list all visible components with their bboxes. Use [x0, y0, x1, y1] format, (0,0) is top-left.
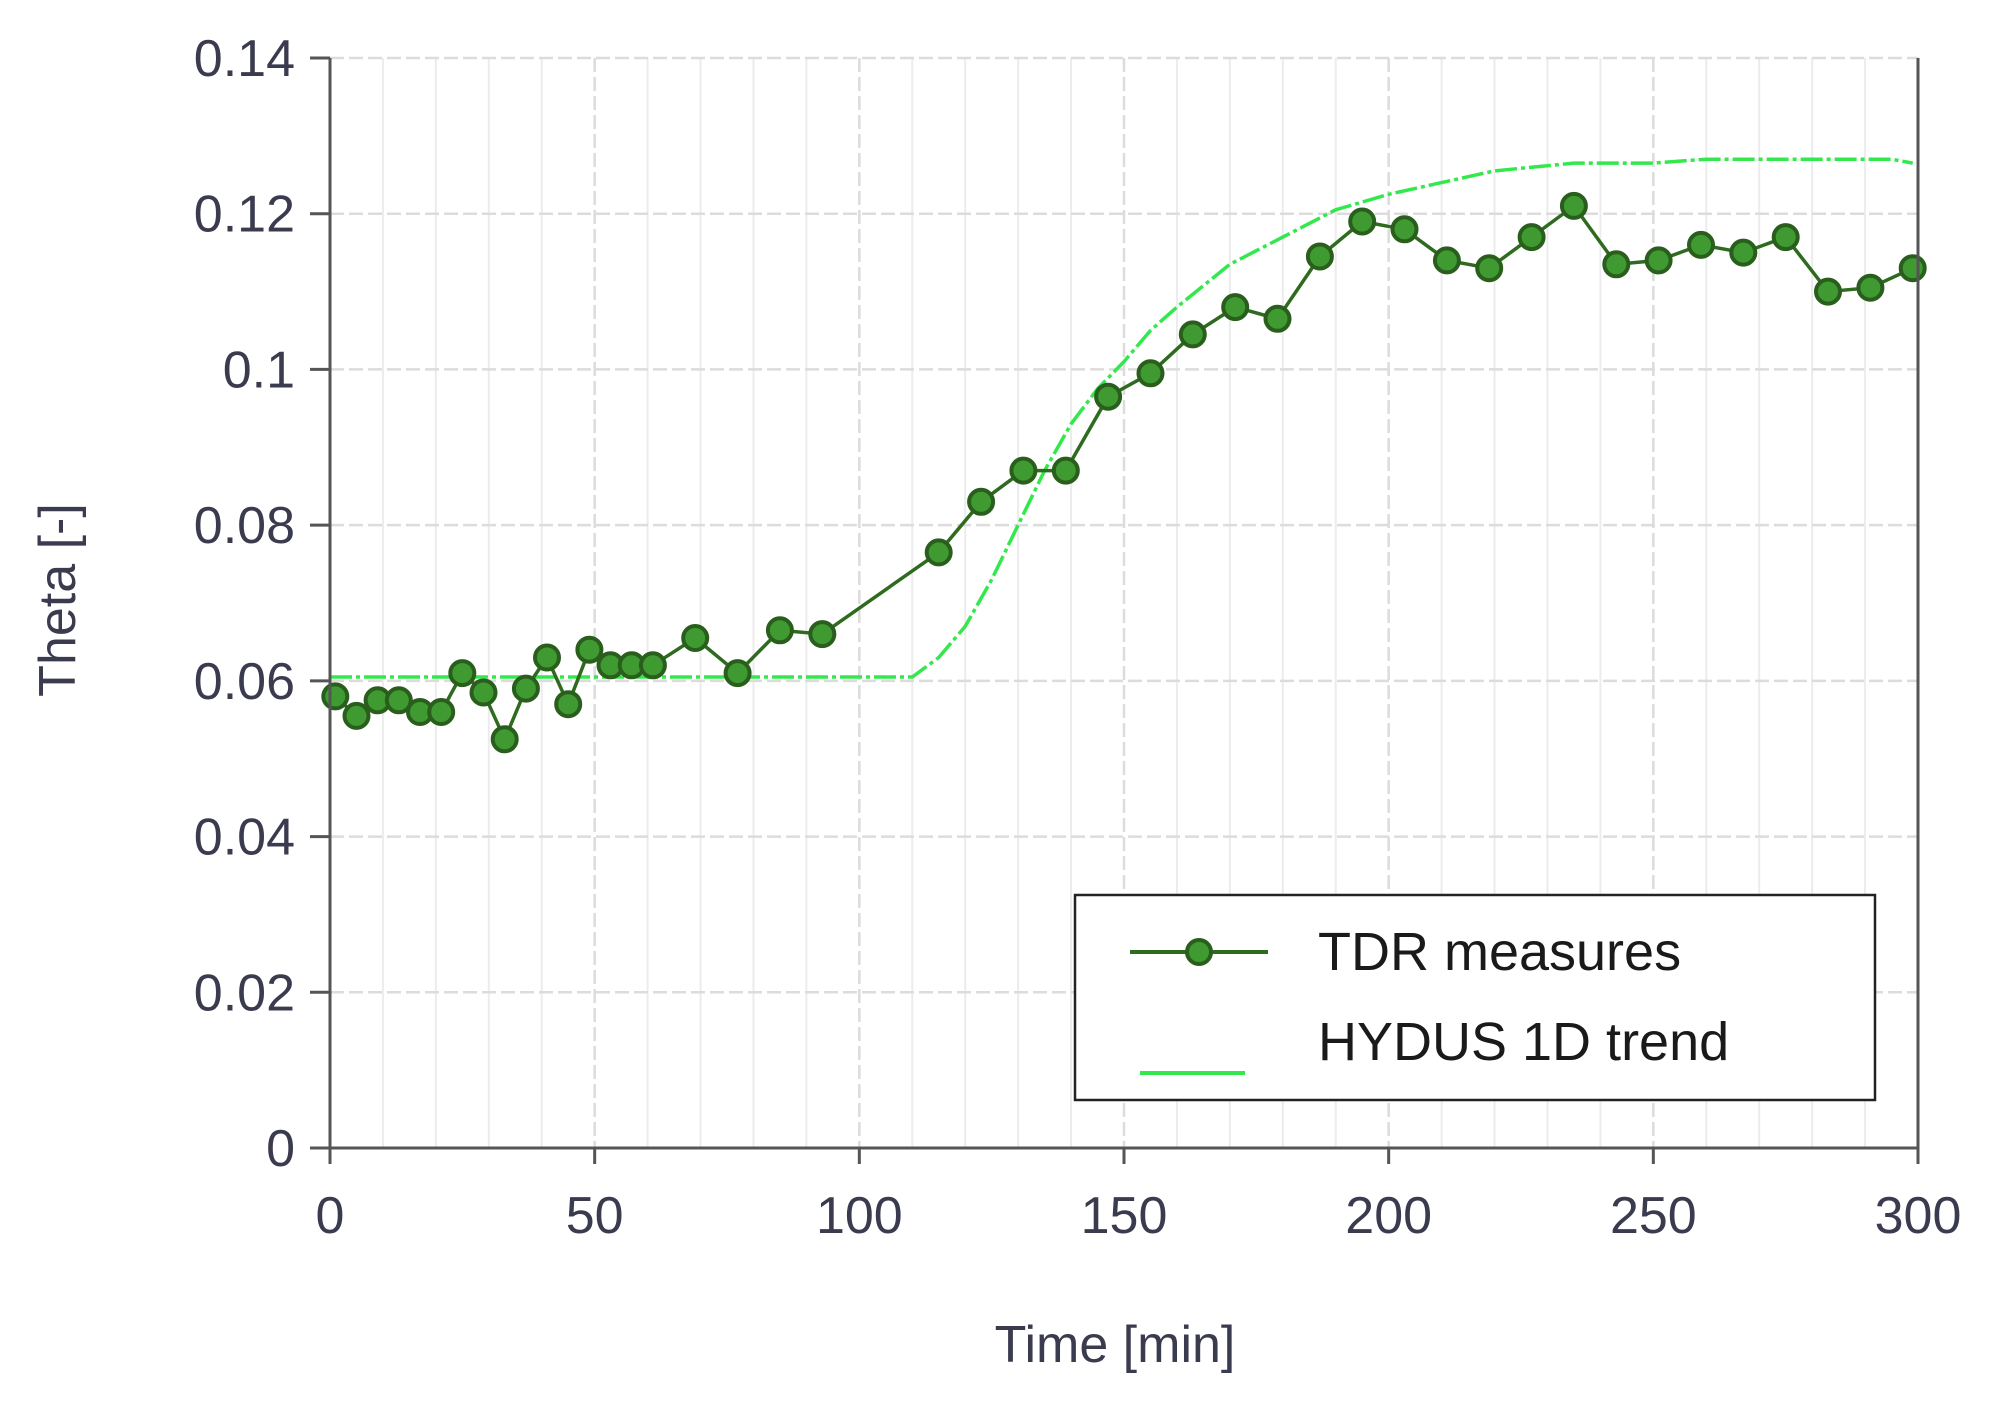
y-tick-label: 0.02: [194, 964, 295, 1022]
data-point-tdr: [342, 701, 371, 730]
data-point-tdr: [321, 682, 350, 711]
x-tick-label: 200: [1345, 1187, 1432, 1245]
data-point-tdr: [1517, 223, 1546, 252]
legend-label-tdr: TDR measures: [1318, 922, 1681, 982]
data-point-tdr: [681, 624, 710, 652]
data-point-tdr: [1644, 246, 1673, 275]
x-tick-label: 300: [1875, 1187, 1962, 1245]
x-tick-label: 250: [1610, 1187, 1697, 1245]
data-point-tdr: [765, 616, 794, 645]
x-tick-label: 100: [816, 1187, 903, 1245]
data-point-tdr: [723, 659, 752, 688]
data-point-tdr: [1559, 191, 1588, 220]
y-tick-label: 0.14: [194, 30, 295, 88]
x-tick-label: 50: [566, 1187, 624, 1245]
data-point-tdr: [1432, 246, 1461, 275]
y-tick-label: 0.06: [194, 653, 295, 711]
data-point-tdr: [924, 538, 953, 567]
data-point-tdr: [469, 678, 498, 707]
data-point-tdr: [1390, 215, 1419, 244]
data-point-tdr: [1263, 304, 1292, 333]
data-point-tdr: [384, 686, 413, 715]
data-point-tdr: [533, 643, 561, 672]
data-point-tdr: [554, 690, 583, 719]
axes: [310, 56, 1920, 1164]
data-point-tdr: [1687, 230, 1715, 259]
tick-labels: 0 0.02 0.04 0.06 0.08 0.1 0.12 0.14 0 50 100 150 200…: [194, 30, 1962, 1245]
y-tick-label: 0: [266, 1120, 295, 1178]
x-tick-label: 150: [1081, 1187, 1168, 1245]
data-point-tdr: [1305, 242, 1334, 271]
data-point-tdr: [808, 620, 837, 649]
data-point-tdr: [1136, 359, 1165, 388]
data-point-tdr: [1178, 320, 1207, 349]
data-point-tdr: [448, 659, 477, 688]
data-point-tdr: [490, 725, 519, 754]
legend-swatch-tdr-marker: [1185, 938, 1213, 966]
data-point-tdr: [427, 698, 456, 726]
data-point-tdr: [1348, 207, 1377, 236]
data-point-tdr: [1221, 293, 1250, 322]
series-layer: [321, 157, 1927, 754]
legend-label-hydus: HYDUS 1D trend: [1318, 1012, 1729, 1072]
data-point-tdr: [1094, 382, 1123, 411]
y-tick-label: 0.04: [194, 809, 295, 867]
data-point-tdr: [1602, 250, 1631, 279]
legend-box: [1073, 893, 1877, 1102]
data-point-tdr: [1729, 238, 1758, 267]
x-axis-title: Time [min]: [995, 1316, 1236, 1374]
data-point-tdr: [1856, 273, 1885, 302]
y-tick-label: 0.08: [194, 497, 295, 555]
data-point-tdr: [1771, 223, 1800, 252]
data-point-tdr: [1814, 277, 1842, 306]
data-point-tdr: [575, 635, 604, 664]
data-point-tdr: [967, 487, 996, 516]
data-point-tdr: [1898, 254, 1927, 283]
y-tick-label: 0.1: [223, 341, 295, 399]
data-point-tdr: [1009, 456, 1038, 485]
data-point-tdr: [511, 674, 540, 703]
legend: TDR measures HYDUS 1D trend: [1073, 893, 1877, 1102]
x-tick-label: 0: [316, 1187, 345, 1245]
y-tick-label: 0.12: [194, 186, 295, 244]
data-point-tdr: [638, 651, 667, 680]
data-point-tdr: [1051, 456, 1080, 485]
y-axis-title: Theta [-]: [29, 503, 87, 697]
data-point-tdr: [1475, 254, 1504, 283]
series-line-hydus-1d-trend: [330, 157, 1914, 679]
